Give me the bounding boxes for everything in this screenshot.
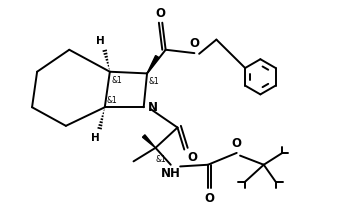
Text: O: O [232,136,242,150]
Text: &1: &1 [155,155,166,164]
Text: &1: &1 [112,76,122,85]
Text: O: O [204,192,215,205]
Text: NH: NH [161,167,181,181]
Text: O: O [190,37,200,50]
Text: N: N [148,101,158,114]
Polygon shape [147,56,159,73]
Polygon shape [142,135,155,148]
Text: O: O [187,151,197,164]
Text: H: H [91,133,100,143]
Text: H: H [96,36,105,46]
Text: &1: &1 [149,77,159,87]
Text: &1: &1 [107,95,118,105]
Text: O: O [155,7,165,20]
